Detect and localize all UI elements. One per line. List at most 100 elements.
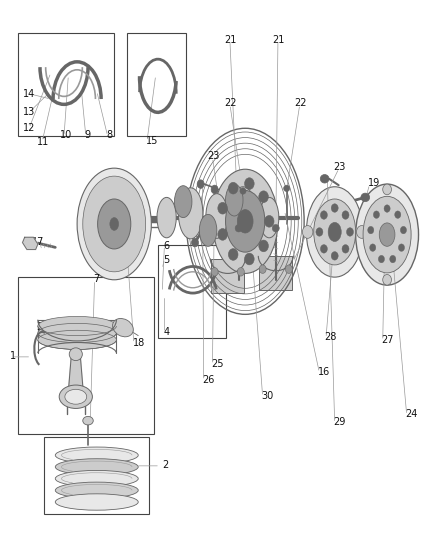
Text: 23: 23 xyxy=(333,162,346,172)
Bar xyxy=(212,259,244,293)
Bar xyxy=(259,256,292,290)
Ellipse shape xyxy=(265,215,274,227)
Ellipse shape xyxy=(77,168,151,280)
Text: 3: 3 xyxy=(36,321,42,332)
Ellipse shape xyxy=(302,225,313,238)
Text: 19: 19 xyxy=(368,178,381,188)
Ellipse shape xyxy=(395,211,401,219)
Text: 20: 20 xyxy=(189,199,201,209)
Text: 13: 13 xyxy=(23,107,35,117)
Ellipse shape xyxy=(342,211,349,219)
Ellipse shape xyxy=(259,265,266,273)
Ellipse shape xyxy=(259,240,268,252)
Ellipse shape xyxy=(226,184,243,216)
Text: 16: 16 xyxy=(318,367,330,377)
Ellipse shape xyxy=(38,324,117,343)
Ellipse shape xyxy=(178,188,203,239)
Ellipse shape xyxy=(316,228,323,236)
Text: 5: 5 xyxy=(163,255,170,264)
Ellipse shape xyxy=(218,203,227,214)
Text: 14: 14 xyxy=(23,88,35,99)
Text: 6: 6 xyxy=(163,241,169,251)
Ellipse shape xyxy=(65,389,87,404)
Ellipse shape xyxy=(284,185,290,191)
Ellipse shape xyxy=(357,225,367,238)
Ellipse shape xyxy=(361,193,370,201)
Ellipse shape xyxy=(230,187,256,240)
Ellipse shape xyxy=(244,178,254,189)
Ellipse shape xyxy=(98,199,131,249)
Text: 21: 21 xyxy=(224,35,237,44)
Ellipse shape xyxy=(286,265,292,273)
Ellipse shape xyxy=(69,348,82,361)
Ellipse shape xyxy=(272,224,279,232)
Text: 30: 30 xyxy=(261,391,274,401)
Text: 28: 28 xyxy=(325,332,337,342)
Text: 9: 9 xyxy=(85,130,91,140)
Bar xyxy=(44,437,149,514)
Ellipse shape xyxy=(212,169,278,273)
Ellipse shape xyxy=(228,248,238,260)
Bar xyxy=(158,245,226,338)
Ellipse shape xyxy=(321,245,327,253)
Text: 18: 18 xyxy=(133,337,145,348)
Ellipse shape xyxy=(399,244,405,252)
Text: 22: 22 xyxy=(224,98,237,108)
Ellipse shape xyxy=(259,191,268,203)
Ellipse shape xyxy=(356,184,419,285)
Ellipse shape xyxy=(174,185,192,217)
Text: 27: 27 xyxy=(381,335,394,345)
Ellipse shape xyxy=(373,211,379,219)
Text: 8: 8 xyxy=(106,130,113,140)
Ellipse shape xyxy=(384,205,390,212)
Ellipse shape xyxy=(228,182,238,194)
Ellipse shape xyxy=(59,385,92,408)
Ellipse shape xyxy=(197,180,204,188)
Ellipse shape xyxy=(378,255,385,263)
Ellipse shape xyxy=(55,447,138,463)
Ellipse shape xyxy=(367,227,374,234)
Ellipse shape xyxy=(331,204,338,212)
Ellipse shape xyxy=(328,222,341,241)
Bar xyxy=(18,277,153,434)
Ellipse shape xyxy=(244,253,254,265)
Ellipse shape xyxy=(226,190,265,252)
Ellipse shape xyxy=(321,211,327,219)
Text: 17: 17 xyxy=(32,237,45,247)
Text: 29: 29 xyxy=(333,417,346,427)
Text: 24: 24 xyxy=(406,409,418,419)
Text: 2: 2 xyxy=(162,460,169,470)
Text: 10: 10 xyxy=(60,130,72,140)
Ellipse shape xyxy=(320,174,329,183)
Ellipse shape xyxy=(306,187,363,277)
Ellipse shape xyxy=(211,268,218,276)
Ellipse shape xyxy=(191,238,198,247)
Text: 22: 22 xyxy=(294,98,307,108)
Text: 25: 25 xyxy=(211,359,224,369)
Ellipse shape xyxy=(346,228,353,236)
Ellipse shape xyxy=(218,229,227,240)
Ellipse shape xyxy=(38,330,117,350)
Text: 11: 11 xyxy=(36,136,49,147)
Polygon shape xyxy=(22,237,38,249)
Ellipse shape xyxy=(370,244,376,252)
Ellipse shape xyxy=(237,268,244,276)
Ellipse shape xyxy=(55,494,138,510)
Ellipse shape xyxy=(199,214,217,246)
Ellipse shape xyxy=(211,185,218,193)
Ellipse shape xyxy=(235,224,242,232)
Ellipse shape xyxy=(157,197,176,238)
Polygon shape xyxy=(68,354,84,397)
Ellipse shape xyxy=(390,255,396,263)
Ellipse shape xyxy=(113,318,133,337)
Bar xyxy=(18,33,114,136)
Ellipse shape xyxy=(331,252,338,260)
Ellipse shape xyxy=(379,223,395,246)
Bar xyxy=(127,33,186,136)
Ellipse shape xyxy=(55,471,138,487)
Ellipse shape xyxy=(237,209,253,233)
Ellipse shape xyxy=(260,197,279,238)
Ellipse shape xyxy=(363,196,411,273)
Text: 21: 21 xyxy=(272,35,285,44)
Text: 23: 23 xyxy=(207,151,219,161)
